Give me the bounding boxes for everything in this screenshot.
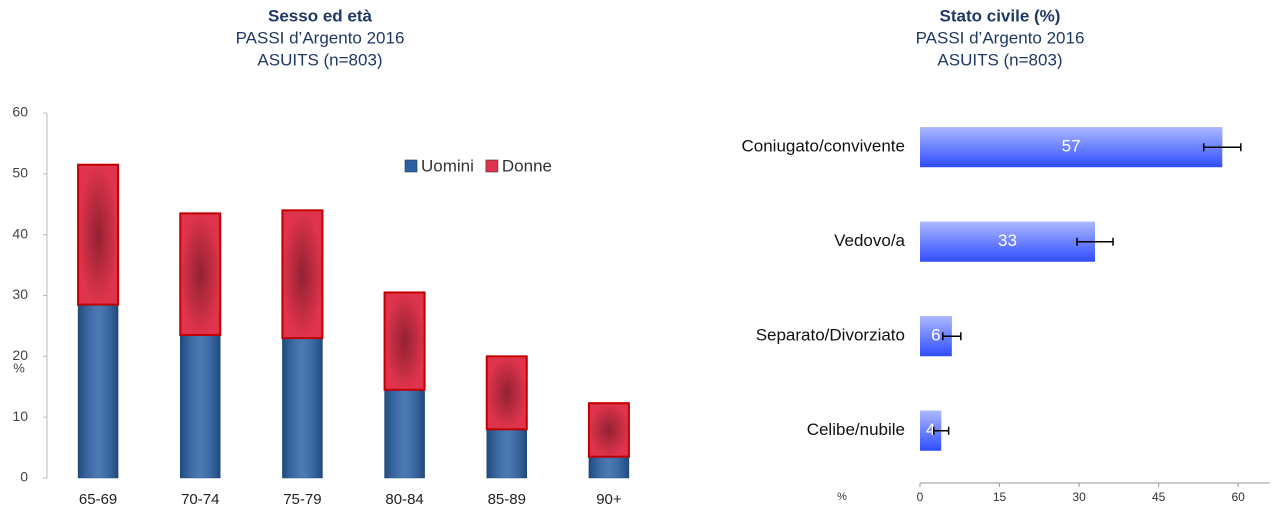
legend-swatch [485, 159, 499, 173]
x-tick-label: 80-84 [385, 491, 423, 508]
x-tick-label: 60 [1232, 490, 1246, 504]
y-tick-label: Coniugato/convivente [741, 137, 905, 156]
chart-subtitle: PASSI d’Argento 2016 [236, 28, 405, 47]
data-label: 33 [998, 231, 1017, 250]
chart-subtitle: ASUITS (n=803) [937, 50, 1062, 69]
y-tick-label: Separato/Divorziato [756, 326, 905, 345]
bar-segment [485, 355, 528, 431]
x-tick-label: 0 [917, 490, 924, 504]
chart-title: Stato civile (%) [940, 6, 1061, 25]
y-tick-label: 20 [12, 347, 28, 363]
y-tick-label: 30 [12, 286, 28, 302]
x-tick-label: 45 [1152, 490, 1166, 504]
y-tick-label: 50 [12, 165, 28, 181]
data-label: 57 [1062, 137, 1081, 156]
x-tick-label: 70-74 [181, 491, 219, 508]
bar-shade [920, 410, 942, 451]
y-tick-label: 0 [20, 469, 28, 485]
y-tick-label: 10 [12, 408, 28, 424]
data-label: 6 [931, 326, 940, 345]
x-tick-label: 75-79 [283, 491, 321, 508]
bar-segment [179, 212, 222, 337]
bar-segment [282, 337, 323, 479]
legend-label: Donne [502, 156, 552, 175]
data-label: 4 [926, 420, 935, 439]
x-tick-label: 15 [993, 490, 1007, 504]
bar-segment [384, 389, 425, 479]
y-tick-label: 60 [12, 104, 28, 120]
legend-label: Uomini [421, 156, 474, 175]
chart-left: Sesso ed età PASSI d’Argento 2016 ASUITS… [12, 6, 630, 508]
chart-right: Stato civile (%) PASSI d’Argento 2016 AS… [741, 6, 1270, 504]
chart-subtitle: PASSI d’Argento 2016 [916, 28, 1085, 47]
bar-segment [281, 209, 324, 340]
bar-segment [587, 402, 630, 458]
bar-segment [77, 304, 119, 479]
x-tick-label: 30 [1072, 490, 1086, 504]
y-tick-label: Celibe/nubile [807, 420, 905, 439]
bar-shade [920, 221, 1095, 262]
bar-segment [588, 456, 630, 479]
bar-segment [77, 163, 120, 306]
y-tick-label: Vedovo/a [834, 231, 905, 250]
x-tick-label: 65-69 [79, 491, 117, 508]
bar-segment [180, 334, 221, 479]
bar-shade [920, 127, 1223, 168]
bar-segment [486, 429, 527, 479]
bar-segment [383, 291, 426, 391]
y-axis-label: % [13, 360, 25, 375]
y-tick-label: 40 [12, 225, 28, 241]
x-tick-label: 90+ [596, 491, 622, 508]
legend-swatch [404, 159, 418, 173]
chart-title: Sesso ed età [268, 6, 372, 25]
x-axis-label: % [837, 491, 847, 503]
chart-subtitle: ASUITS (n=803) [257, 50, 382, 69]
x-tick-label: 85-89 [488, 491, 526, 508]
